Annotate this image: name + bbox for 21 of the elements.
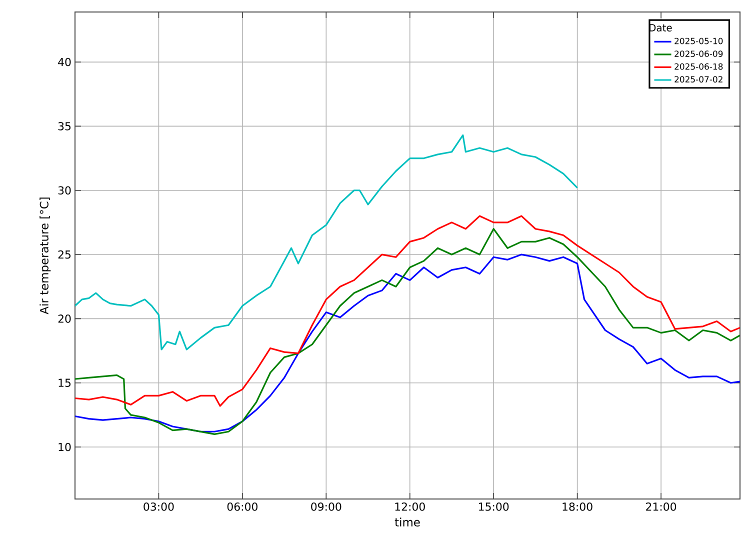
x-tick-label: 21:00 [646, 502, 676, 511]
x-tick-label: 06:00 [227, 502, 258, 511]
x-tick-label: 03:00 [144, 502, 174, 511]
x-tick-label: 18:00 [562, 502, 592, 511]
legend-label: 2025-06-18 [674, 63, 723, 70]
y-tick-label: 20 [58, 314, 71, 323]
legend-label: 2025-07-02 [674, 76, 722, 83]
legend-label: 2025-06-09 [674, 50, 723, 57]
x-tick-label: 15:00 [479, 502, 509, 511]
y-tick-label: 15 [58, 378, 71, 387]
x-tick-label: 09:00 [311, 502, 342, 511]
x-tick-label: 12:00 [395, 502, 425, 511]
y-tick-label: 25 [58, 250, 71, 259]
line-series [75, 134, 578, 350]
y-tick-label: 40 [58, 58, 71, 66]
legend-label: 2025-05-10 [674, 38, 723, 44]
y-axis-title: Air temperature [°C] [40, 198, 51, 314]
y-tick-label: 35 [58, 122, 71, 130]
y-tick-label: 10 [58, 442, 71, 452]
y-tick-label: 30 [58, 186, 71, 195]
x-axis-title: time [394, 518, 420, 527]
